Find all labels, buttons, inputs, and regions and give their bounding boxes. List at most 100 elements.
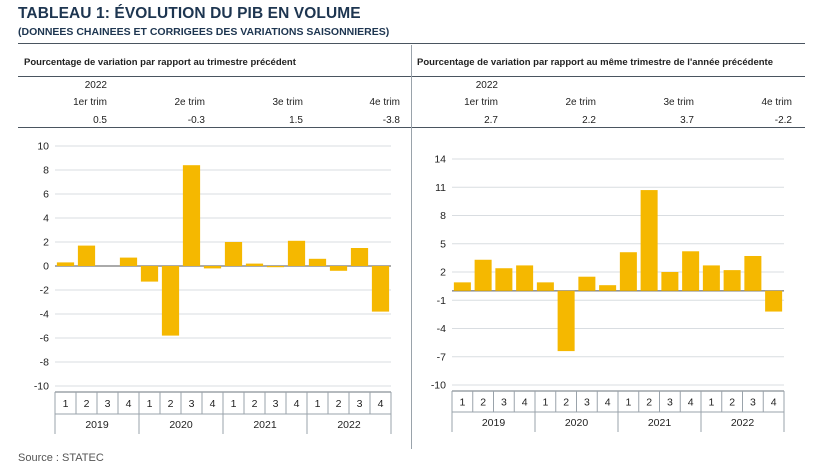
x-tick-label: 1 bbox=[315, 398, 321, 410]
y-tick-label: -10 bbox=[431, 380, 446, 392]
bar-14 bbox=[723, 270, 741, 291]
x-tick-label: 4 bbox=[210, 398, 216, 410]
right-table-col-2: 2e trim bbox=[565, 97, 596, 108]
bar-3 bbox=[495, 268, 513, 291]
x-tick-label: 2 bbox=[563, 397, 569, 409]
page-title: TABLEAU 1: ÉVOLUTION DU PIB EN VOLUME bbox=[18, 5, 361, 22]
bar-6 bbox=[557, 290, 575, 352]
left-bar-chart: 10 8 6 4 2 0 -2 -4 -6 -8 -10 1 2 3 4 1 2 3 4 1 2 3 4 1 2 3 4 2019 20… bbox=[34, 141, 392, 434]
bar-12 bbox=[287, 240, 306, 266]
bar-1 bbox=[56, 262, 75, 266]
x-tick-label: 3 bbox=[501, 397, 507, 409]
x-tick-label: 1 bbox=[625, 397, 631, 409]
left-table-header: Pourcentage de variation par rapport au … bbox=[24, 57, 296, 68]
year-group-label: 2022 bbox=[731, 417, 755, 429]
y-tick-label: -4 bbox=[437, 323, 446, 335]
right-table-val-4: -2.2 bbox=[774, 115, 792, 126]
year-group-label: 2020 bbox=[565, 417, 589, 429]
x-tick-label: 4 bbox=[378, 398, 384, 410]
x-tick-label: 1 bbox=[542, 397, 548, 409]
bar-11 bbox=[661, 272, 679, 291]
bar-13 bbox=[308, 258, 327, 266]
x-tick-label: 3 bbox=[750, 397, 756, 409]
y-tick-label: 5 bbox=[440, 238, 446, 250]
left-table-year: 2022 bbox=[84, 80, 107, 91]
x-tick-label: 2 bbox=[84, 398, 90, 410]
bar-16 bbox=[765, 290, 783, 312]
bar-4 bbox=[119, 257, 138, 266]
page-subtitle: (DONNEES CHAINEES ET CORRIGEES DES VARIA… bbox=[18, 26, 390, 38]
y-tick-label: 2 bbox=[43, 237, 49, 249]
y-tick-label: 8 bbox=[43, 165, 49, 177]
x-tick-label: 1 bbox=[708, 397, 714, 409]
y-tick-label: -2 bbox=[40, 285, 49, 297]
x-tick-label: 4 bbox=[126, 398, 132, 410]
left-table-col-4: 4e trim bbox=[369, 97, 400, 108]
bar-12 bbox=[682, 251, 700, 291]
year-group-label: 2019 bbox=[482, 417, 506, 429]
y-tick-label: -1 bbox=[437, 295, 446, 307]
bar-11 bbox=[266, 266, 285, 268]
x-tick-label: 2 bbox=[646, 397, 652, 409]
bar-9 bbox=[224, 242, 243, 266]
x-tick-label: 3 bbox=[667, 397, 673, 409]
y-tick-label: -10 bbox=[34, 381, 49, 393]
x-tick-label: 4 bbox=[522, 397, 528, 409]
right-table-val-2: 2.2 bbox=[582, 115, 596, 126]
year-group-label: 2021 bbox=[253, 419, 277, 431]
left-table-val-1: 0.5 bbox=[93, 115, 107, 126]
bar-10 bbox=[640, 190, 658, 291]
right-table-val-3: 3.7 bbox=[680, 115, 694, 126]
y-tick-label: -6 bbox=[40, 333, 49, 345]
x-tick-label: 1 bbox=[459, 397, 465, 409]
bar-15 bbox=[744, 255, 762, 291]
top-rule bbox=[18, 43, 805, 44]
y-tick-label: 10 bbox=[37, 141, 49, 153]
bar-4 bbox=[516, 265, 534, 291]
x-tick-label: 2 bbox=[480, 397, 486, 409]
x-tick-label: 2 bbox=[336, 398, 342, 410]
y-tick-label: 8 bbox=[440, 210, 446, 222]
left-table-val-3: 1.5 bbox=[289, 115, 303, 126]
column-divider bbox=[411, 45, 412, 449]
bar-2 bbox=[474, 259, 492, 291]
right-table-val-1: 2.7 bbox=[484, 115, 498, 126]
bar-13 bbox=[702, 265, 720, 291]
year-group-label: 2020 bbox=[169, 419, 193, 431]
bar-8 bbox=[203, 266, 222, 269]
left-table-col-1: 1er trim bbox=[73, 97, 107, 108]
bar-16 bbox=[371, 266, 390, 312]
bar-7 bbox=[182, 165, 201, 266]
year-group-label: 2022 bbox=[337, 419, 361, 431]
bar-6 bbox=[161, 266, 180, 336]
x-tick-label: 3 bbox=[357, 398, 363, 410]
bar-1 bbox=[453, 282, 471, 291]
y-tick-label: 0 bbox=[43, 261, 49, 273]
y-tick-label: -8 bbox=[40, 357, 49, 369]
bar-5 bbox=[140, 266, 159, 282]
y-tick-label: 4 bbox=[43, 213, 49, 225]
source-note: Source : STATEC bbox=[18, 452, 104, 464]
bar-2 bbox=[77, 245, 96, 266]
year-group-label: 2021 bbox=[648, 417, 672, 429]
right-table-col-1: 1er trim bbox=[464, 97, 498, 108]
right-bar-chart: 14 11 8 5 2 -1 -4 -7 -10 1 2 3 4 1 2 3 4 1 2 3 4 1 2 3 4 2019 2020… bbox=[431, 154, 785, 432]
x-tick-label: 4 bbox=[688, 397, 694, 409]
y-tick-label: 11 bbox=[435, 182, 446, 194]
right-table-header: Pourcentage de variation par rapport au … bbox=[417, 57, 773, 68]
bar-7 bbox=[578, 276, 596, 291]
x-tick-label: 3 bbox=[189, 398, 195, 410]
y-tick-label: 14 bbox=[434, 154, 446, 166]
bar-8 bbox=[599, 285, 617, 291]
x-tick-label: 2 bbox=[729, 397, 735, 409]
right-table-year: 2022 bbox=[475, 80, 498, 91]
x-tick-label: 1 bbox=[63, 398, 69, 410]
bar-14 bbox=[329, 266, 348, 271]
y-tick-label: 6 bbox=[43, 189, 49, 201]
x-tick-label: 3 bbox=[584, 397, 590, 409]
left-table-col-2: 2e trim bbox=[174, 97, 205, 108]
x-tick-label: 4 bbox=[771, 397, 777, 409]
left-table-val-4: -3.8 bbox=[382, 115, 400, 126]
right-table-col-4: 4e trim bbox=[761, 97, 792, 108]
bar-5 bbox=[536, 282, 554, 291]
